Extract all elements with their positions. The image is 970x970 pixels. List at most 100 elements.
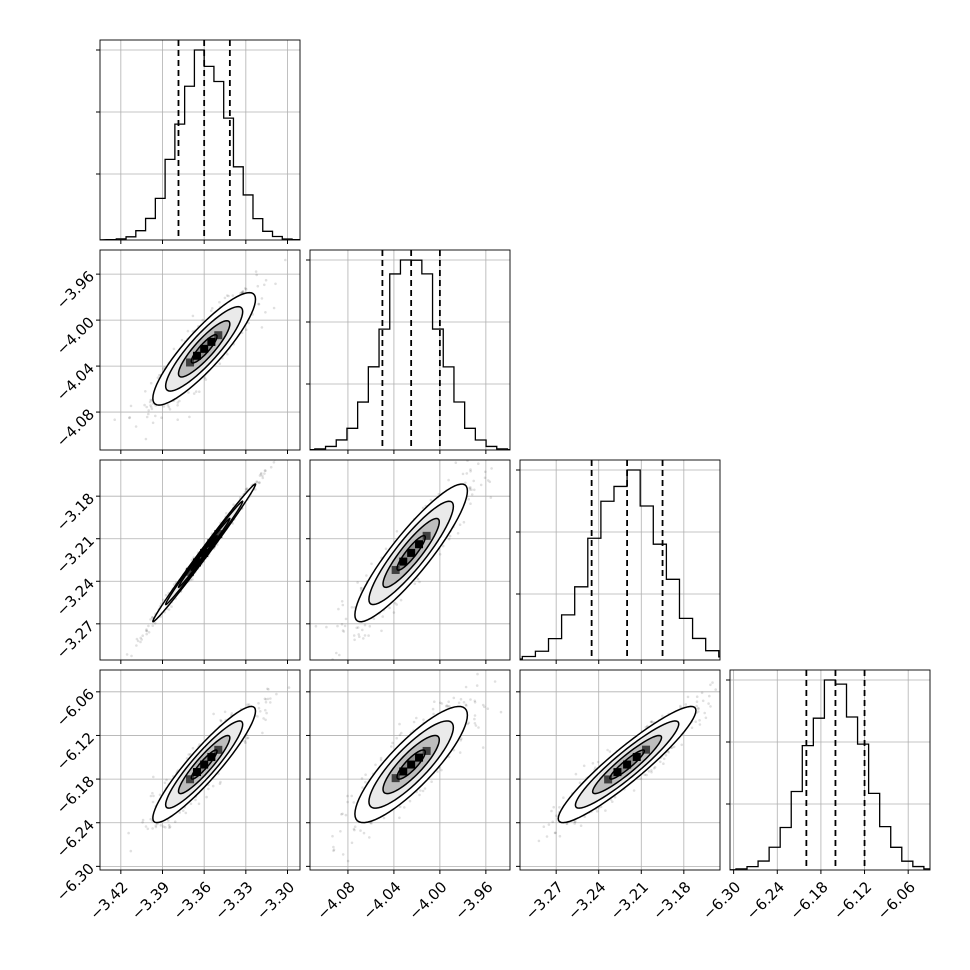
sample-point — [447, 755, 451, 759]
sample-point — [350, 841, 354, 845]
sample-point — [145, 632, 148, 636]
sample-point — [151, 791, 154, 795]
y-tick-label: −6.30 — [53, 860, 98, 905]
sample-point — [466, 460, 469, 462]
scatter-panel-3-2 — [310, 460, 510, 660]
sample-point — [230, 712, 234, 715]
sample-point — [150, 407, 154, 411]
sample-point — [458, 751, 462, 754]
sample-point — [403, 806, 406, 809]
sample-point — [140, 638, 143, 641]
sample-point — [697, 706, 700, 710]
sample-point — [363, 623, 367, 627]
sample-point — [476, 672, 479, 676]
sample-point — [662, 757, 666, 761]
sample-point — [445, 704, 449, 707]
sample-point — [223, 296, 227, 300]
sample-point — [468, 488, 472, 491]
contour-line — [557, 705, 697, 824]
sample-point — [474, 724, 478, 727]
sample-point — [176, 404, 179, 407]
sample-point — [219, 718, 222, 722]
sample-point — [166, 403, 170, 407]
sample-point — [555, 814, 558, 817]
y-tick-label: −6.18 — [53, 772, 98, 817]
sample-point — [257, 706, 261, 710]
sample-point — [457, 701, 461, 705]
sample-point — [151, 616, 154, 619]
sample-point — [421, 506, 425, 510]
sample-point — [340, 813, 343, 816]
sample-point — [198, 390, 201, 394]
sample-point — [266, 687, 269, 691]
sample-point — [653, 765, 657, 769]
scatter-panel-4-3 — [520, 670, 720, 870]
y-tick-label: −3.96 — [53, 267, 98, 312]
sample-point — [151, 616, 154, 619]
sample-point — [144, 825, 148, 828]
sample-point — [423, 787, 427, 790]
sample-point — [178, 811, 181, 814]
sample-point — [264, 718, 267, 722]
sample-point — [145, 628, 148, 631]
sample-point — [264, 469, 267, 473]
sample-point — [461, 472, 465, 476]
sample-point — [370, 821, 373, 825]
axes-frame — [309, 669, 511, 871]
sample-point — [339, 830, 342, 833]
sample-point — [574, 820, 577, 823]
sample-point — [167, 819, 170, 822]
density-cell — [399, 557, 408, 566]
sample-point — [331, 834, 334, 838]
density-cell — [415, 540, 424, 549]
density-cell — [207, 337, 216, 346]
scatter-panel-4-1 — [100, 670, 300, 870]
sample-point — [135, 637, 139, 641]
sample-point — [337, 607, 340, 611]
sample-point — [464, 481, 467, 485]
sample-point — [149, 381, 153, 385]
sample-point — [695, 700, 699, 703]
sample-point — [465, 704, 468, 707]
sample-point — [346, 800, 349, 804]
sample-point — [364, 773, 367, 776]
sample-point — [643, 773, 647, 777]
sample-point — [650, 720, 653, 723]
sample-point — [694, 720, 697, 723]
sample-point — [275, 692, 278, 696]
sample-point — [160, 416, 163, 420]
x-tick-label: −3.96 — [451, 878, 496, 923]
sample-point — [152, 794, 155, 798]
sample-point — [223, 710, 227, 714]
sample-point — [679, 704, 682, 708]
sample-point — [245, 487, 249, 490]
sample-point — [709, 683, 712, 687]
contour-line — [382, 517, 441, 589]
sample-point — [218, 782, 222, 785]
density-cell — [192, 558, 201, 567]
sample-point — [135, 644, 138, 647]
sample-point — [203, 376, 207, 379]
sample-point — [260, 326, 264, 329]
sample-point — [486, 707, 490, 710]
sample-point — [272, 461, 276, 464]
sample-point — [695, 704, 698, 708]
sample-point — [264, 278, 268, 282]
contour-line — [177, 517, 231, 589]
sample-point — [704, 716, 708, 720]
sample-point — [709, 705, 712, 708]
sample-point — [695, 695, 699, 698]
sample-point — [448, 534, 452, 538]
sample-point — [147, 631, 151, 634]
sample-point — [194, 798, 197, 802]
y-tick-label: −4.04 — [53, 359, 98, 404]
sample-point — [399, 598, 403, 602]
contour-line — [609, 749, 646, 780]
sample-point — [358, 635, 361, 638]
sample-point — [447, 537, 451, 541]
sample-point — [352, 827, 356, 831]
density-cell — [200, 548, 209, 557]
density-cell — [613, 768, 622, 777]
contour-line — [152, 291, 257, 406]
